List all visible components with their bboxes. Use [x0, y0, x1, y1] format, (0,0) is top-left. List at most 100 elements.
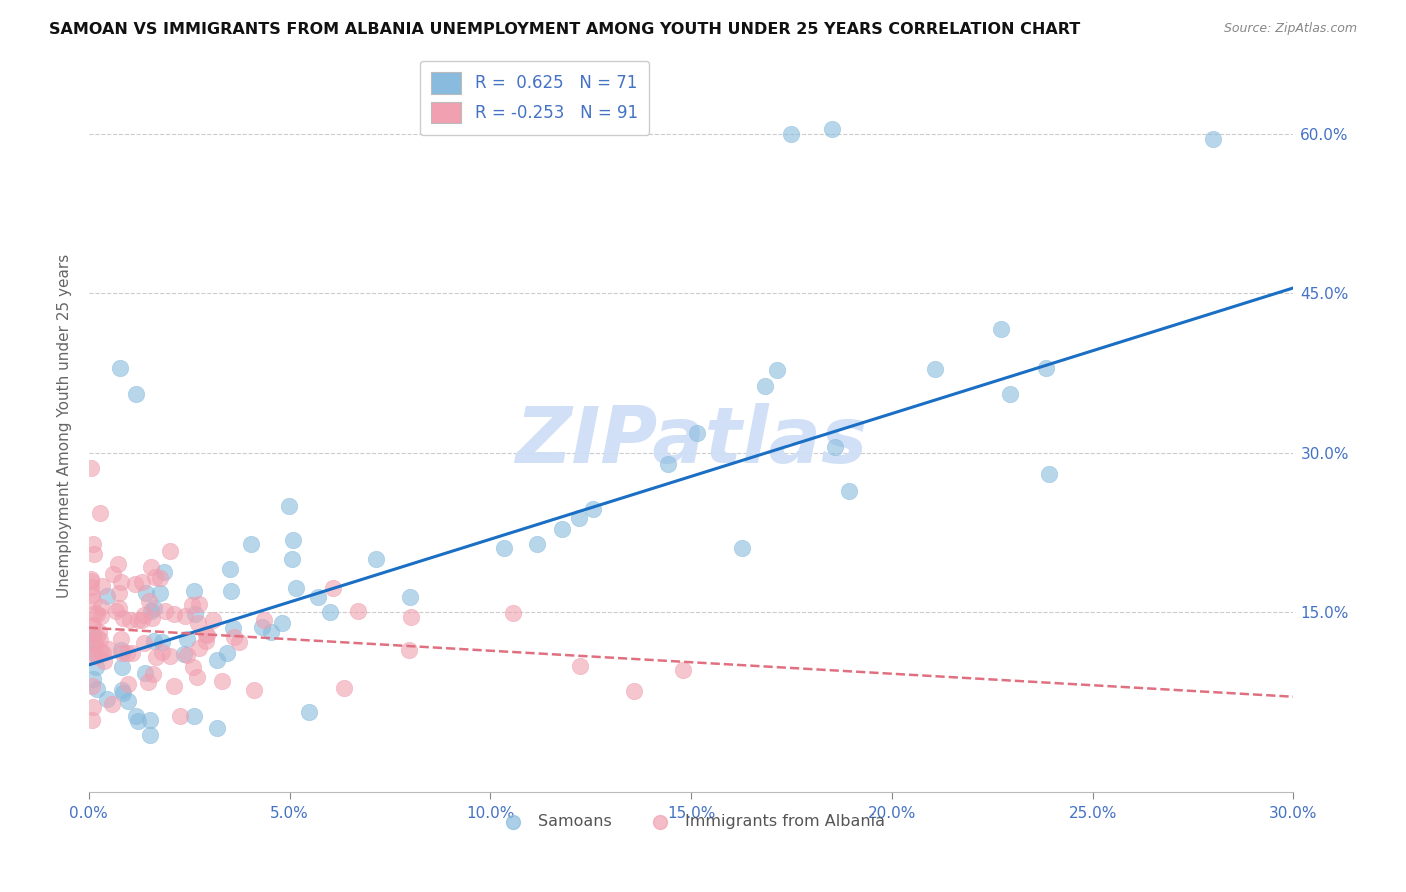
Point	[83, 547, 105, 561]
Point	[145, 650, 167, 665]
Point	[181, 660, 204, 674]
Point	[82, 679, 104, 693]
Point	[159, 544, 181, 558]
Point	[731, 541, 754, 556]
Point	[183, 607, 205, 621]
Point	[219, 584, 242, 599]
Point	[83, 648, 105, 663]
Point	[101, 697, 124, 711]
Text: Source: ZipAtlas.com: Source: ZipAtlas.com	[1223, 22, 1357, 36]
Point	[90, 580, 112, 594]
Point	[657, 457, 679, 471]
Point	[281, 552, 304, 566]
Point	[82, 699, 104, 714]
Point	[136, 674, 159, 689]
Point	[173, 609, 195, 624]
Point	[86, 607, 108, 621]
Point	[139, 728, 162, 742]
Point	[551, 522, 574, 536]
Point	[82, 618, 104, 632]
Point	[259, 625, 281, 640]
Point	[110, 632, 132, 646]
Point	[131, 574, 153, 589]
Point	[90, 609, 112, 624]
Point	[252, 620, 274, 634]
Point	[398, 642, 420, 657]
Point	[998, 386, 1021, 401]
Point	[132, 636, 155, 650]
Point	[121, 646, 143, 660]
Point	[526, 536, 548, 550]
Point	[82, 645, 104, 659]
Point	[134, 665, 156, 680]
Point	[924, 362, 946, 376]
Legend: Samoans, Immigrants from Albania: Samoans, Immigrants from Albania	[491, 808, 891, 836]
Point	[135, 586, 157, 600]
Point	[97, 642, 120, 657]
Point	[990, 321, 1012, 335]
Point	[398, 591, 420, 605]
Point	[90, 600, 112, 615]
Point	[253, 613, 276, 627]
Point	[582, 502, 605, 516]
Point	[143, 634, 166, 648]
Point	[117, 646, 139, 660]
Point	[183, 584, 205, 599]
Point	[222, 621, 245, 635]
Point	[623, 683, 645, 698]
Point	[169, 709, 191, 723]
Point	[219, 562, 242, 576]
Point	[91, 647, 114, 661]
Point	[117, 694, 139, 708]
Point	[228, 635, 250, 649]
Point	[110, 575, 132, 590]
Point	[86, 630, 108, 644]
Point	[86, 649, 108, 664]
Point	[82, 588, 104, 602]
Point	[127, 714, 149, 729]
Point	[281, 533, 304, 547]
Point	[111, 683, 134, 698]
Point	[278, 499, 301, 513]
Point	[240, 537, 263, 551]
Point	[153, 604, 176, 618]
Point	[143, 570, 166, 584]
Point	[142, 667, 165, 681]
Point	[84, 659, 107, 673]
Point	[89, 644, 111, 658]
Point	[139, 559, 162, 574]
Point	[319, 605, 342, 619]
Point	[82, 536, 104, 550]
Point	[142, 601, 165, 615]
Point	[86, 681, 108, 696]
Point	[138, 593, 160, 607]
Point	[176, 648, 198, 663]
Point	[243, 682, 266, 697]
Point	[215, 646, 238, 660]
Point	[80, 572, 103, 586]
Point	[107, 600, 129, 615]
Point	[307, 590, 329, 604]
Point	[150, 645, 173, 659]
Point	[80, 619, 103, 633]
Point	[150, 634, 173, 648]
Point	[107, 557, 129, 571]
Point	[1202, 132, 1225, 146]
Point	[80, 713, 103, 727]
Point	[82, 627, 104, 641]
Point	[96, 692, 118, 706]
Point	[96, 589, 118, 603]
Point	[201, 613, 224, 627]
Point	[93, 654, 115, 668]
Point	[270, 615, 292, 630]
Point	[131, 613, 153, 627]
Point	[117, 677, 139, 691]
Point	[176, 632, 198, 646]
Point	[754, 379, 776, 393]
Point	[224, 630, 246, 644]
Point	[104, 604, 127, 618]
Point	[187, 615, 209, 630]
Point	[80, 636, 103, 650]
Point	[183, 709, 205, 723]
Point	[149, 586, 172, 600]
